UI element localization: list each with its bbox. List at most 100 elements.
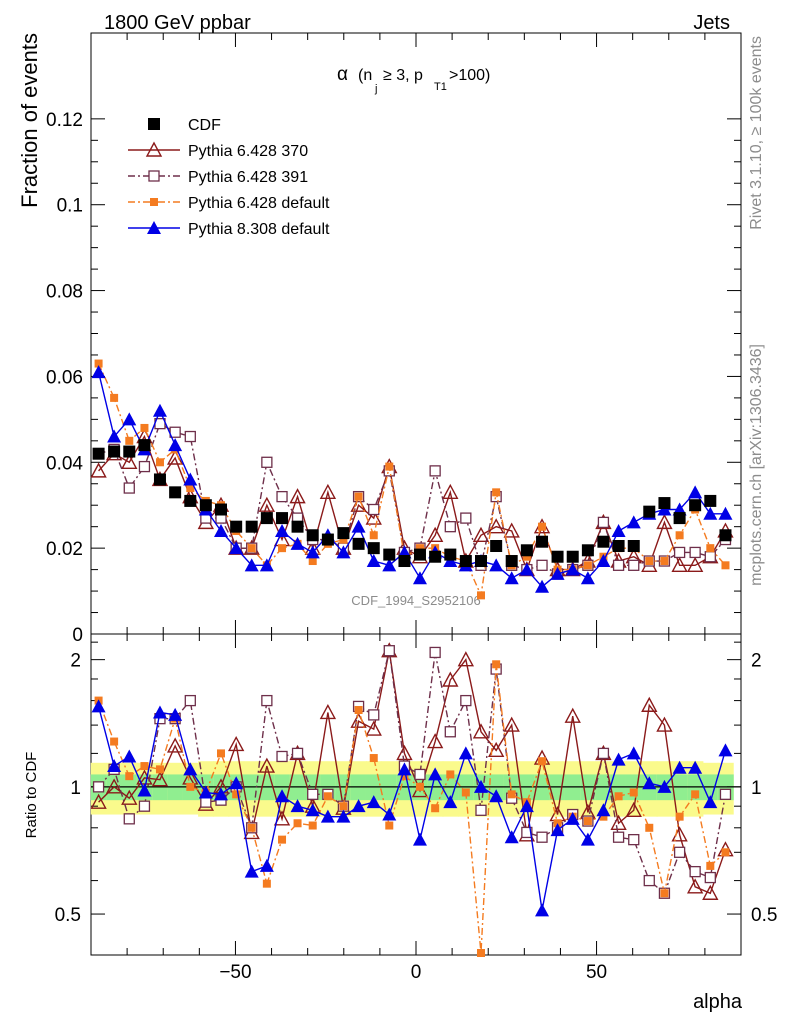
ratio-ytick-label-right: 0.5 — [751, 905, 777, 926]
main-point-pythia-8-308-default — [412, 571, 427, 585]
side-rivet: Rivet 3.1.10, ≥ 100k events — [748, 36, 765, 230]
main-point-cdf — [230, 520, 243, 533]
ratio-point-pythia-6-428-391 — [307, 788, 319, 800]
main-point-pythia-8-308-default — [259, 558, 274, 572]
ratio-point-pythia-8-308-default — [91, 699, 106, 713]
main-point-cdf — [627, 539, 640, 552]
ratio-point-pythia-6-428-391 — [414, 768, 426, 781]
ratio-axes: 0.5 0.5 1 1 2 2 −50 0 50 — [55, 634, 777, 983]
main-point-pythia-8-308-default — [244, 558, 259, 572]
main-point-pythia-6-428-391 — [597, 516, 610, 529]
legend-label-pythia-8-308-default: Pythia 8.308 default — [188, 221, 330, 238]
main-point-pythia-6-428-default — [186, 484, 195, 493]
main-point-cdf — [337, 527, 350, 540]
ratio-point-pythia-6-428-370 — [105, 778, 123, 794]
ratio-point-pythia-6-428-391 — [628, 833, 640, 846]
ratio-point-pythia-6-428-default — [614, 792, 623, 801]
main-point-pythia-8-308-default — [718, 506, 733, 520]
ratio-point-pythia-8-308-default — [428, 767, 443, 781]
main-point-pythia-6-428-391 — [673, 546, 686, 559]
ratio-point-pythia-8-308-default — [535, 903, 550, 917]
main-point-cdf — [398, 555, 411, 568]
ratio-point-pythia-6-428-391 — [291, 747, 304, 760]
ratio-point-pythia-6-428-370 — [273, 810, 291, 826]
main-ytick-label: 0.02 — [46, 539, 83, 560]
ratio-point-pythia-6-428-370 — [610, 814, 627, 830]
ratio-point-pythia-6-428-default — [155, 765, 164, 774]
ratio-point-pythia-6-428-391 — [521, 826, 533, 839]
main-point-cdf — [459, 555, 472, 568]
ratio-point-pythia-8-308-default — [642, 776, 657, 790]
main-point-pythia-8-308-default — [229, 541, 244, 555]
ratio-point-pythia-6-428-370 — [121, 789, 138, 805]
ratio-ytick-label: 0.5 — [55, 905, 81, 926]
title-close: >100) — [449, 67, 490, 84]
main-series-layer — [90, 359, 734, 600]
main-point-pythia-8-308-default — [703, 506, 718, 520]
ratio-point-pythia-8-308-default — [688, 760, 703, 774]
main-point-pythia-6-428-391 — [460, 512, 472, 524]
main-point-pythia-8-308-default — [122, 412, 137, 426]
ratio-point-pythia-6-428-default — [247, 823, 256, 832]
main-point-pythia-6-428-370 — [487, 518, 505, 534]
main-point-cdf — [367, 542, 380, 555]
title-sub-j: j — [374, 83, 377, 95]
ratio-point-pythia-8-308-default — [152, 705, 167, 719]
main-point-pythia-6-428-370 — [90, 462, 107, 478]
ratio-point-pythia-6-428-default — [507, 790, 516, 799]
ratio-ytick-label: 1 — [70, 778, 81, 799]
ratio-point-pythia-6-428-default — [186, 782, 195, 791]
ratio-point-pythia-8-308-default — [259, 858, 274, 872]
main-point-cdf — [108, 445, 121, 458]
legend-label-pythia-6-428-370: Pythia 6.428 370 — [188, 143, 308, 160]
main-point-pythia-6-428-default — [645, 557, 654, 566]
main-point-pythia-6-428-default — [385, 462, 394, 471]
main-y-axis: 0 0.02 0.04 0.06 0.08 0.1 0.12 — [46, 33, 742, 646]
main-point-pythia-8-308-default — [366, 554, 381, 568]
main-point-pythia-8-308-default — [91, 365, 106, 379]
main-ytick-label: 0.1 — [57, 196, 83, 217]
main-point-cdf — [215, 503, 227, 516]
ratio-point-pythia-6-428-default — [721, 848, 730, 857]
ratio-point-pythia-8-308-default — [550, 823, 565, 837]
main-point-cdf — [551, 550, 564, 563]
main-point-pythia-8-308-default — [611, 523, 626, 537]
ratio-point-pythia-8-308-default — [519, 799, 534, 813]
ratio-point-pythia-8-308-default — [412, 832, 427, 846]
ratio-point-pythia-8-308-default — [290, 799, 305, 813]
legend-marker-pythia-6-428-default — [150, 198, 158, 206]
main-point-cdf — [260, 512, 273, 525]
main-point-pythia-6-428-391 — [429, 465, 441, 477]
ratio-point-pythia-6-428-default — [645, 823, 654, 832]
main-point-pythia-6-428-391 — [444, 521, 456, 533]
ratio-point-pythia-6-428-default — [431, 804, 440, 813]
ratio-point-pythia-6-428-391 — [429, 646, 441, 659]
ratio-point-pythia-8-308-default — [626, 746, 641, 760]
main-point-pythia-8-308-default — [688, 485, 703, 499]
ratio-point-pythia-6-428-default — [308, 821, 317, 830]
ratio-point-pythia-8-308-default — [275, 789, 290, 803]
ratio-point-pythia-6-428-default — [293, 819, 302, 828]
legend-label-pythia-6-428-391: Pythia 6.428 391 — [188, 169, 308, 186]
main-point-cdf — [153, 473, 166, 486]
ratio-point-pythia-8-308-default — [718, 743, 733, 757]
legend-marker-pythia-6-428-370 — [145, 141, 163, 157]
main-ytick-label: 0.06 — [46, 367, 83, 388]
ratio-point-pythia-8-308-default — [474, 779, 488, 793]
main-point-pythia-6-428-391 — [123, 482, 135, 494]
ratio-point-pythia-6-428-391 — [368, 709, 380, 721]
main-point-cdf — [306, 529, 319, 542]
ratio-point-pythia-8-308-default — [351, 799, 366, 813]
main-point-cdf — [581, 544, 594, 557]
ratio-point-pythia-8-308-default — [366, 795, 381, 809]
ratio-point-pythia-6-428-370 — [487, 741, 505, 758]
ratio-ytick-label-right: 2 — [751, 651, 762, 672]
ratio-point-pythia-6-428-default — [125, 772, 134, 781]
ratio-point-pythia-8-308-default — [168, 707, 183, 721]
title-open: (n — [358, 67, 372, 84]
ratio-point-pythia-8-308-default — [504, 830, 519, 844]
ratio-point-pythia-8-308-default — [657, 779, 672, 793]
main-point-pythia-8-308-default — [382, 558, 397, 572]
ratio-point-pythia-6-428-default — [369, 754, 378, 763]
